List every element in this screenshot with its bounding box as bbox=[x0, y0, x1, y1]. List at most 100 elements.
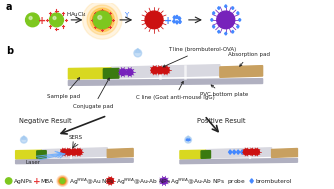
Polygon shape bbox=[107, 149, 133, 157]
Polygon shape bbox=[236, 150, 240, 154]
Circle shape bbox=[243, 149, 249, 155]
Polygon shape bbox=[16, 150, 41, 159]
Polygon shape bbox=[272, 149, 298, 157]
Text: a: a bbox=[6, 2, 12, 12]
Polygon shape bbox=[176, 15, 178, 19]
Polygon shape bbox=[41, 148, 107, 158]
Text: Sample pad: Sample pad bbox=[47, 78, 80, 99]
Polygon shape bbox=[179, 20, 181, 24]
Text: Absorption pad: Absorption pad bbox=[228, 52, 270, 66]
Polygon shape bbox=[250, 179, 253, 183]
Polygon shape bbox=[68, 79, 263, 85]
Circle shape bbox=[87, 5, 118, 35]
Circle shape bbox=[157, 67, 164, 74]
Text: Positive Result: Positive Result bbox=[197, 118, 245, 124]
Circle shape bbox=[49, 13, 63, 27]
Polygon shape bbox=[239, 19, 241, 21]
Text: Laser: Laser bbox=[25, 160, 40, 165]
Circle shape bbox=[217, 11, 235, 29]
Polygon shape bbox=[180, 159, 298, 164]
Polygon shape bbox=[178, 17, 181, 20]
Circle shape bbox=[254, 149, 260, 155]
Polygon shape bbox=[237, 12, 239, 15]
Circle shape bbox=[71, 149, 77, 155]
Polygon shape bbox=[225, 5, 227, 8]
Text: AgNPs: AgNPs bbox=[14, 179, 32, 184]
Polygon shape bbox=[240, 150, 244, 154]
Circle shape bbox=[21, 137, 27, 143]
Circle shape bbox=[53, 16, 56, 19]
Circle shape bbox=[66, 149, 72, 155]
Polygon shape bbox=[111, 65, 220, 78]
Polygon shape bbox=[103, 68, 119, 78]
Circle shape bbox=[107, 178, 114, 184]
Circle shape bbox=[5, 178, 12, 184]
Polygon shape bbox=[218, 7, 220, 9]
Text: Conjugate pad: Conjugate pad bbox=[73, 78, 114, 109]
Text: HAuCl$_4$: HAuCl$_4$ bbox=[66, 11, 87, 19]
Circle shape bbox=[82, 1, 122, 39]
Circle shape bbox=[187, 139, 188, 140]
Circle shape bbox=[59, 178, 65, 184]
Text: SERS: SERS bbox=[69, 135, 83, 140]
Polygon shape bbox=[225, 32, 227, 35]
Polygon shape bbox=[220, 66, 263, 77]
Text: C line (Goat anti-mouse IgG): C line (Goat anti-mouse IgG) bbox=[136, 81, 214, 100]
Circle shape bbox=[188, 140, 189, 141]
Circle shape bbox=[145, 11, 163, 29]
Circle shape bbox=[162, 67, 169, 74]
Polygon shape bbox=[186, 136, 190, 139]
Text: MBA: MBA bbox=[40, 179, 54, 184]
Polygon shape bbox=[206, 148, 272, 158]
Polygon shape bbox=[237, 25, 239, 28]
Circle shape bbox=[76, 149, 82, 155]
Circle shape bbox=[60, 178, 65, 183]
Circle shape bbox=[98, 15, 102, 19]
Polygon shape bbox=[218, 30, 220, 33]
Text: b: b bbox=[6, 46, 13, 56]
Circle shape bbox=[61, 149, 67, 155]
Polygon shape bbox=[135, 48, 140, 53]
Polygon shape bbox=[16, 159, 133, 164]
Text: Ag$^{MBA}$@Au-Ab NPs: Ag$^{MBA}$@Au-Ab NPs bbox=[116, 177, 171, 187]
Circle shape bbox=[29, 16, 32, 19]
Circle shape bbox=[57, 176, 68, 186]
Polygon shape bbox=[22, 136, 26, 139]
Text: Y: Y bbox=[124, 12, 128, 18]
Circle shape bbox=[90, 8, 114, 32]
Circle shape bbox=[93, 11, 111, 29]
Circle shape bbox=[151, 67, 158, 74]
Circle shape bbox=[127, 69, 133, 75]
Circle shape bbox=[248, 149, 255, 155]
Text: +: + bbox=[164, 16, 172, 26]
Text: Ag$^{MBA}$@Au-Ab NPs  probe: Ag$^{MBA}$@Au-Ab NPs probe bbox=[170, 177, 246, 187]
Polygon shape bbox=[68, 68, 111, 79]
Polygon shape bbox=[211, 19, 213, 21]
Polygon shape bbox=[232, 30, 234, 33]
Polygon shape bbox=[201, 151, 210, 158]
Circle shape bbox=[120, 69, 126, 75]
Polygon shape bbox=[173, 16, 176, 19]
Polygon shape bbox=[180, 150, 206, 159]
Circle shape bbox=[58, 177, 66, 185]
Polygon shape bbox=[229, 150, 232, 154]
Polygon shape bbox=[213, 12, 215, 15]
Polygon shape bbox=[233, 150, 236, 154]
Polygon shape bbox=[213, 25, 215, 28]
Text: Ag$^{MBA}$@Au NPs: Ag$^{MBA}$@Au NPs bbox=[69, 177, 115, 187]
Text: Negative Result: Negative Result bbox=[19, 118, 71, 124]
Text: brombuterol: brombuterol bbox=[256, 179, 292, 184]
Text: PVC bottom plate: PVC bottom plate bbox=[200, 85, 248, 98]
Circle shape bbox=[134, 49, 142, 57]
Circle shape bbox=[185, 137, 191, 143]
Polygon shape bbox=[173, 20, 175, 23]
Polygon shape bbox=[176, 21, 178, 24]
Text: +: + bbox=[38, 16, 46, 26]
Polygon shape bbox=[37, 151, 46, 158]
Text: +: + bbox=[33, 177, 40, 186]
Circle shape bbox=[26, 13, 39, 27]
Polygon shape bbox=[232, 7, 234, 9]
Circle shape bbox=[161, 178, 167, 184]
Circle shape bbox=[93, 10, 112, 29]
Text: T line (brombuterol-OVA): T line (brombuterol-OVA) bbox=[163, 47, 236, 67]
